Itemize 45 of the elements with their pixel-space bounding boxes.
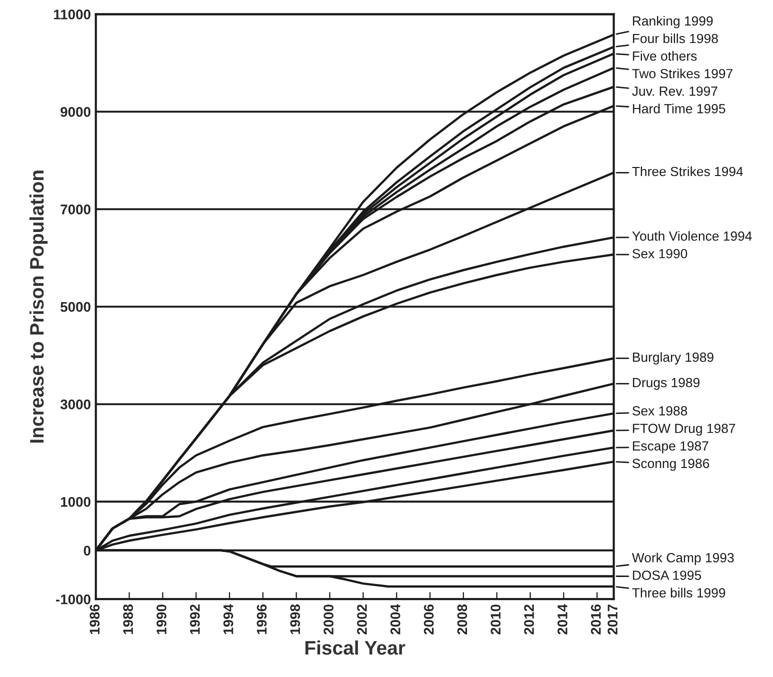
- legend-label: Juv. Rev. 1997: [632, 86, 718, 96]
- legend-label: Three Strikes 1994: [632, 166, 743, 176]
- x-tick-label: 2016: [590, 604, 601, 634]
- x-tick-label: 2000: [324, 604, 334, 634]
- legend-label: Three bills 1999: [632, 588, 726, 598]
- y-axis-title: Increase to Prison Population: [29, 170, 48, 443]
- legend-label: Hard Time 1995: [632, 104, 726, 114]
- series-label: Ranking 1999: [632, 16, 713, 28]
- y-tick-label: 0: [84, 546, 90, 556]
- y-tick-label: 3000: [60, 400, 90, 410]
- x-tick-label: 1996: [256, 604, 267, 634]
- legend-label: Work Camp 1993: [632, 552, 734, 565]
- x-tick-label: 2008: [457, 604, 468, 634]
- y-tick-label: 1000: [60, 496, 90, 507]
- y-tick-label: 9000: [60, 107, 90, 117]
- x-tick-label: 2006: [424, 604, 434, 634]
- legend-label: Youth Violence 1994: [632, 231, 752, 241]
- y-tick-label: 5000: [60, 302, 90, 312]
- legend-label: Burglary 1989: [632, 352, 714, 364]
- x-axis-title: Fiscal Year: [305, 640, 406, 655]
- x-tick-label: 1986: [90, 604, 100, 634]
- x-tick-label: 2010: [490, 604, 501, 634]
- legend-label: Four bills 1998: [632, 33, 718, 44]
- legend-label: Sex 1988: [632, 406, 688, 416]
- x-tick-label: 1992: [190, 604, 200, 634]
- x-tick-label: 2017: [608, 604, 618, 634]
- x-tick-label: 2002: [357, 604, 367, 634]
- y-tick-label: 7000: [60, 204, 90, 214]
- x-tick-label: 2012: [524, 604, 534, 634]
- x-tick-label: 1994: [223, 604, 234, 634]
- legend-label: Drugs 1989: [632, 378, 700, 390]
- legend-label: FTOW Drug 1987: [632, 424, 736, 436]
- x-tick-label: 2004: [390, 604, 400, 634]
- legend-label: Two Strikes 1997: [632, 68, 732, 78]
- y-tick-label: -1000: [56, 594, 90, 604]
- legend-label: DOSA 1995: [632, 570, 702, 580]
- legend-label: Sex 1990: [632, 248, 688, 258]
- legend-label: Five others: [632, 51, 697, 61]
- x-tick-label: 1988: [123, 604, 133, 634]
- x-tick-label: 1990: [156, 604, 166, 634]
- x-tick-label: 1998: [290, 604, 300, 634]
- legend-label: Escape 1987: [632, 441, 708, 454]
- legend-label: Sconng 1986: [632, 458, 710, 471]
- y-tick-label: 11000: [54, 10, 90, 20]
- x-tick-label: 2014: [558, 604, 568, 634]
